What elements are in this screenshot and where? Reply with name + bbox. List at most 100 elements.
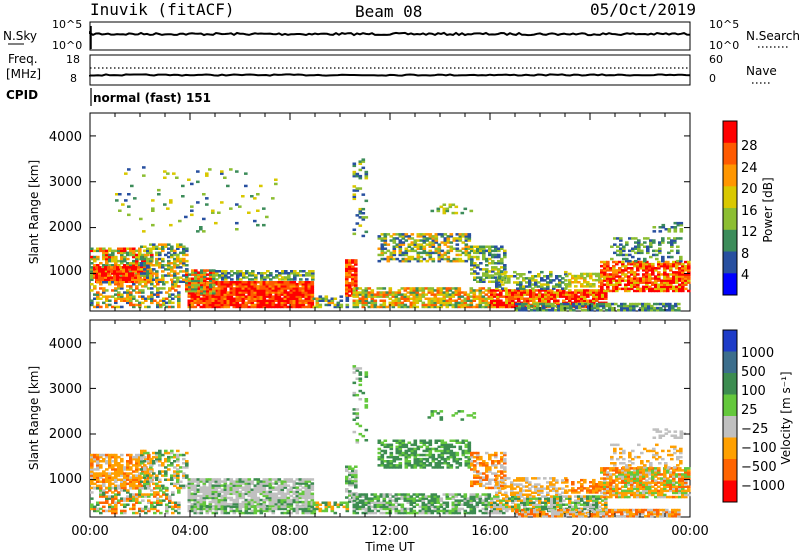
- data-cell-2913: [621, 277, 625, 280]
- data-cell-497: [135, 285, 139, 288]
- data-cell-1225: [298, 283, 303, 286]
- data-cell-1861: [442, 299, 447, 302]
- data-cell-456: [177, 491, 181, 494]
- data-cell-2155: [437, 233, 442, 236]
- data-cell-3456: [653, 306, 657, 310]
- data-cell-1643: [352, 287, 357, 290]
- data-cell-2041: [401, 259, 406, 263]
- data-cell-226: [141, 259, 145, 263]
- data-cell-1895: [454, 293, 459, 296]
- data-cell-1458: [287, 276, 291, 279]
- data-cell-1711: [382, 301, 387, 305]
- data-cell-1189: [289, 281, 294, 284]
- data-cell-2013: [389, 239, 394, 242]
- data-cell-2394: [499, 301, 503, 305]
- data-cell-2683: [501, 277, 505, 280]
- data-cell-2351: [500, 266, 504, 269]
- data-cell-708: [173, 264, 177, 267]
- data-cell-936: [229, 295, 234, 298]
- data-cell-430: [165, 503, 169, 506]
- data-cell-3536: [205, 174, 209, 177]
- data-cell-1255: [307, 297, 312, 300]
- data-cell-2116: [425, 237, 430, 240]
- data-cell-821: [202, 301, 207, 305]
- data-cell-1329: [200, 287, 204, 291]
- data-cell-973: [280, 496, 285, 500]
- data-cell-3234: [643, 259, 647, 263]
- data-cell-2018: [392, 249, 397, 253]
- data-cell-2241: [470, 259, 474, 263]
- data-cell-3387: [587, 302, 591, 306]
- data-cell-626: [149, 251, 153, 255]
- data-cell-895: [259, 482, 264, 485]
- data-cell-1029: [253, 305, 258, 309]
- data-cell-1030: [295, 492, 300, 496]
- data-cell-96: [111, 460, 115, 463]
- data-cell-2246: [470, 245, 474, 248]
- data-cell-3078: [663, 271, 667, 274]
- data-cell-2870: [609, 279, 613, 282]
- data-cell-415: [99, 305, 103, 309]
- data-cell-1720: [385, 291, 390, 294]
- data-cell-716: [176, 278, 180, 281]
- data-cell-1913: [460, 291, 465, 294]
- data-cell-3000: [645, 287, 649, 291]
- data-cell-146: [123, 468, 127, 471]
- data-cell-592: [182, 472, 186, 475]
- data-cell-803: [235, 482, 240, 485]
- data-cell-106: [114, 470, 118, 473]
- data-cell-3517: [181, 195, 185, 198]
- data-cell-2084: [416, 253, 421, 257]
- data-cell-2531: [550, 297, 554, 300]
- data-cell-818: [241, 502, 246, 506]
- data-cell-664: [161, 274, 165, 277]
- data-cell-1137: [229, 507, 234, 511]
- data-cell-1626: [361, 160, 366, 163]
- data-cell-2286: [482, 251, 486, 255]
- data-cell-61: [105, 270, 109, 273]
- data-cell-557: [173, 484, 177, 488]
- data-cell-954: [232, 281, 237, 284]
- data-cell-135: [120, 460, 124, 463]
- data-cell-99: [114, 278, 118, 281]
- data-cell-1354: [206, 283, 210, 287]
- data-cell-3055: [657, 271, 661, 274]
- data-cell-987: [241, 291, 246, 294]
- data-cell-459: [120, 305, 124, 309]
- data-cell-1324: [197, 275, 201, 278]
- data-cell-432: [105, 281, 109, 284]
- data-cell-775: [229, 490, 234, 494]
- data-cell-593: [182, 466, 186, 469]
- data-cell-15: [93, 270, 97, 273]
- data-cell-2291: [485, 274, 489, 277]
- data-cell-1335: [200, 275, 204, 278]
- data-cell-2389: [496, 295, 500, 298]
- data-cell-2243: [470, 255, 474, 259]
- data-cell-200: [138, 484, 142, 488]
- data-cell-515: [144, 297, 148, 300]
- data-cell-2851: [603, 262, 607, 266]
- data-cell-944: [271, 478, 276, 481]
- data-cell-971: [280, 500, 285, 504]
- data-cell-2043: [401, 253, 406, 257]
- data-cell-3307: [679, 223, 684, 227]
- data-cell-1550: [348, 275, 352, 279]
- data-cell-3363: [563, 302, 567, 306]
- data-cell-1099: [268, 289, 273, 292]
- data-cell-124: [120, 486, 124, 490]
- data-cell-835: [205, 299, 210, 302]
- data-cell-2177: [446, 241, 451, 244]
- data-cell-743: [182, 262, 186, 265]
- data-cell-1270: [310, 293, 315, 296]
- data-cell-54: [102, 480, 106, 483]
- data-cell-1950: [478, 299, 483, 302]
- data-cell-1350: [206, 292, 210, 295]
- data-cell-3460: [656, 302, 660, 306]
- data-cell-2312: [491, 276, 495, 279]
- data-cell-503: [138, 291, 142, 294]
- data-cell-1413: [242, 274, 246, 277]
- data-cell-655: [199, 500, 204, 504]
- data-cell-2824: [598, 281, 602, 284]
- data-cell-2808: [586, 281, 590, 284]
- data-cell-1204: [301, 509, 306, 513]
